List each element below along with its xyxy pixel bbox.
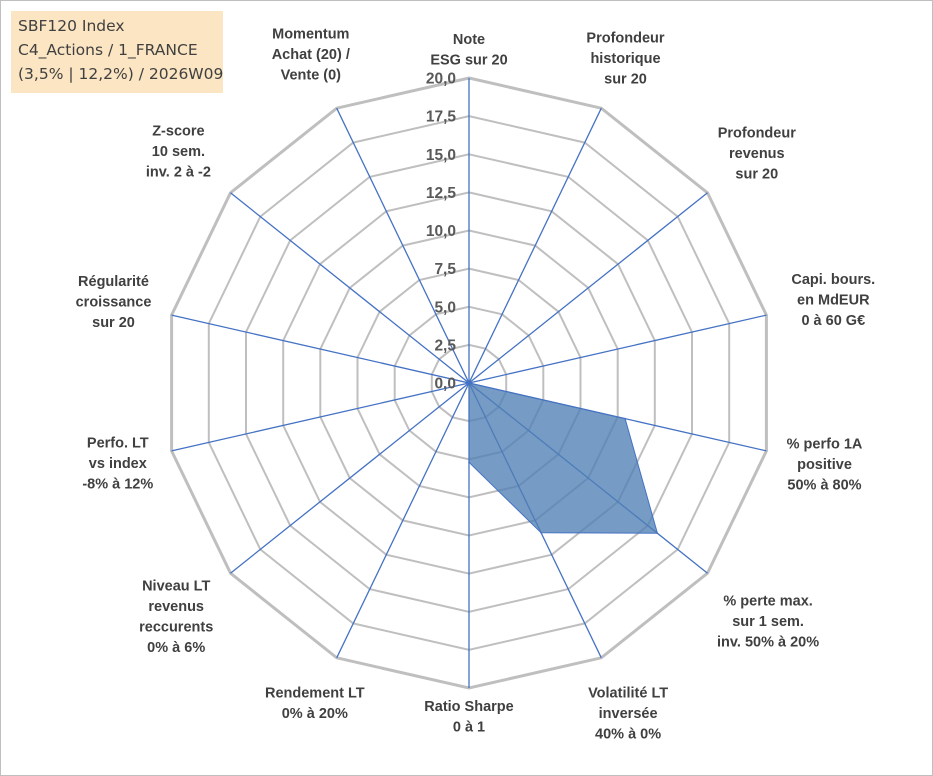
axis-label: inv. 2 à -2 (146, 165, 211, 181)
series-point (468, 461, 470, 464)
axis-label: ESG sur 20 (430, 53, 507, 69)
axis-spoke (468, 314, 767, 384)
tick-label: 5,0 (434, 299, 456, 316)
axis-label: -8% à 12% (82, 476, 153, 492)
axis-label: Momentum (272, 27, 349, 43)
axis-label: 0 à 1 (453, 720, 485, 736)
axis-label: Volatilité LT (588, 686, 668, 702)
info-line-params: (3,5% | 12,2%) / 2026W09 (18, 65, 224, 83)
axis-spoke (171, 382, 470, 452)
axis-label: 0 à 60 G€ (801, 313, 865, 329)
axis-label: vs index (89, 456, 147, 472)
axis-label: % perfo 1A (787, 436, 863, 452)
axis-label: Note (453, 32, 485, 48)
axis-label: Z-score (152, 124, 204, 140)
axis-label: Perfo. LT (87, 435, 149, 451)
axis-label: positive (797, 457, 852, 473)
axis-label: reccurents (139, 620, 213, 636)
axis-label: Niveau LT (142, 579, 210, 595)
tick-label: 2,5 (434, 337, 456, 354)
info-box: SBF120 Index C4_Actions / 1_FRANCE (3,5%… (11, 11, 223, 93)
tick-label: 12,5 (426, 185, 457, 202)
axis-label: Capi. bours. (791, 272, 875, 288)
tick-label: 20,0 (426, 71, 456, 88)
info-line-index: SBF120 Index (18, 17, 125, 35)
info-line-category: C4_Actions / 1_FRANCE (18, 41, 198, 59)
axis-label: 0% à 20% (282, 706, 348, 722)
axis-label: en MdEUR (797, 293, 870, 309)
axis-spoke (468, 107, 602, 384)
axis-spoke (336, 107, 470, 384)
axis-label: inv. 50% à 20% (717, 635, 819, 651)
axis-spoke (230, 382, 470, 574)
axis-label: Profondeur (718, 126, 796, 142)
axis-label: % perte max. (723, 594, 812, 610)
axis-label: Ratio Sharpe (424, 699, 513, 715)
axis-label: historique (590, 51, 660, 67)
axis-label: 0% à 6% (147, 640, 205, 656)
axis-label: Profondeur (586, 30, 664, 46)
tick-label: 7,5 (434, 261, 456, 278)
series-point (540, 532, 542, 534)
series-point (624, 417, 626, 420)
axis-label: Achat (20) / (272, 47, 350, 63)
axis-label: revenus (729, 146, 785, 162)
axis-label: Vente (0) (281, 68, 342, 84)
axis-spoke (468, 192, 708, 384)
axis-spoke (336, 382, 470, 659)
tick-label: 15,0 (426, 147, 456, 164)
axis-label: sur 20 (735, 167, 778, 183)
axis-label: 10 sem. (152, 144, 205, 160)
axis-label: inversée (599, 706, 658, 722)
tick-label: 10,0 (426, 223, 456, 240)
tick-label: 17,5 (426, 109, 457, 126)
axis-label: 50% à 80% (787, 477, 861, 493)
axis-label: 40% à 0% (595, 727, 661, 743)
axis-label: croissance (76, 295, 152, 311)
series-point (382, 362, 384, 365)
axis-spoke (230, 192, 470, 384)
axis-label: Régularité (78, 274, 149, 290)
series-area (382, 362, 659, 534)
series-point (656, 532, 659, 534)
axis-label: sur 20 (92, 315, 135, 331)
axis-label: revenus (148, 599, 204, 615)
tick-label: 0,0 (434, 376, 456, 393)
axis-label: Rendement LT (265, 686, 365, 702)
series-point (468, 382, 470, 384)
axis-label: sur 20 (604, 71, 647, 87)
axis-label: sur 1 sem. (732, 614, 804, 630)
